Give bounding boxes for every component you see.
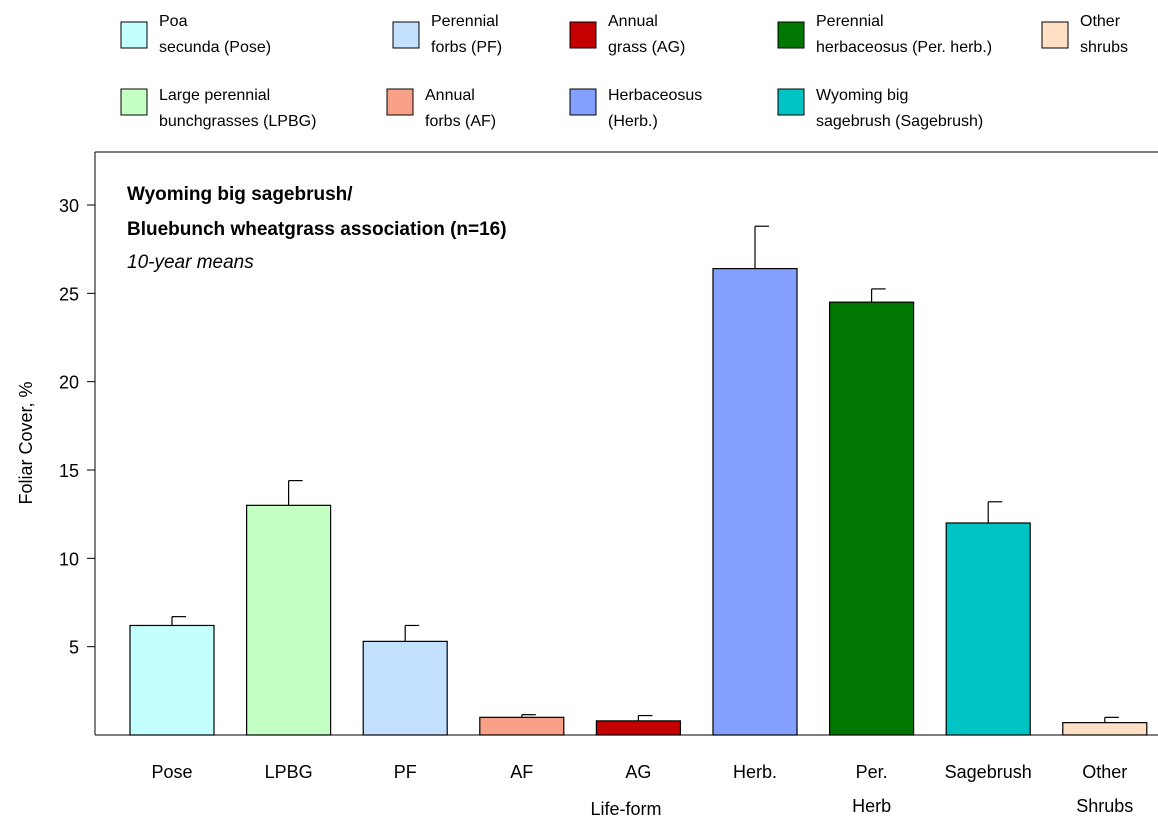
bar	[1062, 722, 1148, 736]
x-tick-label: Other	[1082, 762, 1127, 782]
legend-swatch	[777, 21, 805, 49]
y-axis-ticks: 5 10 15 20 25 30	[59, 196, 95, 658]
x-tick-label: Herb	[852, 796, 891, 816]
x-tick-label: Per.	[856, 762, 888, 782]
legend-swatch	[569, 21, 597, 49]
x-tick-label: Pose	[151, 762, 192, 782]
legend-label: Perennial	[816, 13, 884, 30]
legend-label: Large perennial	[159, 87, 270, 104]
x-tick-label: AF	[510, 762, 533, 782]
bar	[129, 624, 215, 736]
legend-swatch	[386, 88, 414, 116]
y-tick-label: 30	[59, 196, 79, 216]
bar	[362, 640, 448, 736]
bar	[945, 522, 1031, 736]
legend-label: Wyoming big	[816, 87, 908, 104]
legend-swatch	[777, 88, 805, 116]
legend-label: Annual	[608, 13, 658, 30]
bar	[828, 301, 915, 736]
legend-label: shrubs	[1080, 39, 1128, 56]
x-axis-labels: Pose LPBG PF AF AG Herb. Per. Herb Sagebrush Othe…	[151, 762, 1133, 816]
legend-label: forbs (PF)	[431, 39, 502, 56]
legend-swatch	[569, 88, 597, 116]
legend-label: sagebrush (Sagebrush)	[816, 113, 983, 130]
legend-label: Annual	[425, 87, 475, 104]
x-tick-label: Sagebrush	[945, 762, 1032, 782]
legend-swatch	[392, 21, 420, 49]
x-tick-label: Shrubs	[1076, 796, 1133, 816]
legend-label: (Herb.)	[608, 113, 658, 130]
bar	[479, 716, 565, 736]
legend-label: Herbaceosus	[608, 87, 702, 104]
x-tick-label: LPBG	[265, 762, 313, 782]
x-tick-label: Herb.	[733, 762, 777, 782]
x-tick-label: PF	[394, 762, 417, 782]
x-axis-title: Life-form	[590, 799, 661, 819]
chart-title-line-1: Wyoming big sagebrush/	[127, 184, 353, 205]
legend-label: Perennial	[431, 13, 499, 30]
y-axis-title: Foliar Cover, %	[16, 381, 36, 504]
legend: Poa secunda (Pose) Perennial forbs (PF) Annu…	[120, 13, 1128, 130]
bar	[595, 720, 682, 736]
bar	[246, 504, 332, 736]
chart-title-line-2: Bluebunch wheatgrass association (n=16)	[127, 219, 507, 240]
y-tick-label: 5	[69, 638, 79, 658]
chart-subtitle: 10-year means	[127, 252, 254, 273]
bars	[129, 225, 1148, 736]
legend-label: forbs (AF)	[425, 113, 496, 130]
legend-label: Other	[1080, 13, 1121, 30]
bar	[712, 268, 798, 736]
legend-swatch	[120, 21, 148, 49]
legend-label: herbaceosus (Per. herb.)	[816, 39, 992, 56]
legend-label: grass (AG)	[608, 39, 685, 56]
legend-label: Poa	[159, 13, 188, 30]
y-tick-label: 10	[59, 549, 79, 569]
legend-swatch	[1041, 21, 1069, 49]
legend-label: bunchgrasses (LPBG)	[159, 113, 316, 130]
plot-area: 5 10 15 20 25 30 Pose LPBG PF AF AG Herb. Per. Herb S…	[59, 151, 1158, 816]
y-tick-label: 15	[59, 461, 79, 481]
legend-label: secunda (Pose)	[159, 39, 271, 56]
x-tick-label: AG	[625, 762, 651, 782]
y-tick-label: 20	[59, 373, 79, 393]
legend-swatch	[120, 88, 148, 116]
y-tick-label: 25	[59, 284, 79, 304]
